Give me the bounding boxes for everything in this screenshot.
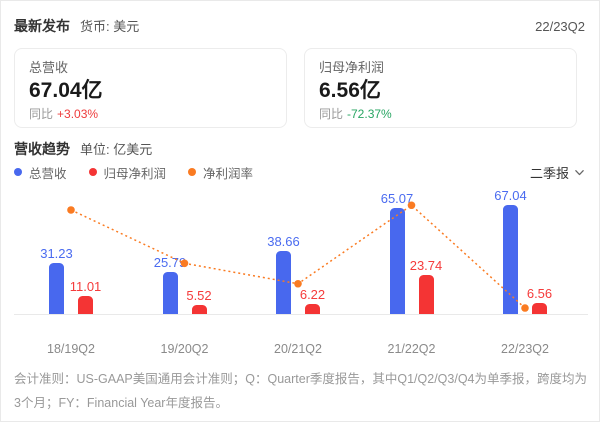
- net-margin-point[interactable]: [294, 279, 302, 288]
- legend-dot-blue: [14, 168, 22, 176]
- topbar-left: 最新发布 货币: 美元: [14, 16, 139, 36]
- chart-legend: 总营收 归母净利润 净利润率 二季报: [14, 163, 585, 181]
- topbar: 最新发布 货币: 美元 22/23Q2: [14, 15, 585, 37]
- revenue-bar[interactable]: [389, 207, 405, 314]
- net-profit-card: 归母净利润 6.56亿 同比 -72.37%: [304, 48, 577, 128]
- net-margin-point[interactable]: [67, 206, 75, 214]
- legend-dot-orange: [188, 168, 197, 176]
- bar-value-label: 6.22: [299, 286, 326, 302]
- bar-value-label: 38.66: [267, 233, 300, 249]
- x-axis-label: 21/22Q2: [387, 342, 436, 356]
- x-axis-label: 19/20Q2: [160, 342, 209, 356]
- legend-item-revenue[interactable]: 总营收: [14, 163, 67, 182]
- chart-section-title: 营收趋势: [14, 141, 70, 157]
- x-axis-label: 18/19Q2: [47, 342, 95, 356]
- net-margin-line: [67, 201, 529, 312]
- card-yoy: 同比 +3.03%: [29, 106, 272, 123]
- accounting-standards-footnote: 会计准则：US-GAAP美国通用会计准则；Q：Quarter季度报告，其中Q1/…: [14, 372, 587, 410]
- period-dropdown-value: 二季报: [529, 165, 569, 181]
- card-value: 6.56亿: [319, 79, 381, 102]
- legend-label: 总营收: [29, 166, 67, 181]
- legend-dot-red: [88, 168, 97, 176]
- total-revenue-card: 总营收 67.04亿 同比 +3.03%: [14, 48, 287, 128]
- bar-value-label: 31.23: [40, 246, 73, 261]
- period-dropdown[interactable]: 二季报: [530, 163, 585, 182]
- card-title: 总营收: [29, 60, 69, 75]
- legend-item-net-profit[interactable]: 归母净利润: [88, 163, 167, 182]
- profit-bar[interactable]: [78, 296, 93, 314]
- chevron-down-icon: [575, 169, 584, 175]
- revenue-bar[interactable]: [162, 271, 178, 314]
- card-title: 归母净利润: [319, 60, 385, 75]
- legend-label: 净利润率: [203, 166, 254, 181]
- chart-section-header: 营收趋势 单位: 亿美元: [14, 139, 152, 159]
- legend-item-net-margin[interactable]: 净利润率: [188, 163, 253, 182]
- report-period-label: 22/23Q2: [535, 18, 585, 34]
- profit-bar[interactable]: [532, 303, 547, 314]
- card-yoy: 同比 -72.37%: [319, 106, 562, 123]
- x-axis-label: 22/23Q2: [501, 342, 549, 356]
- bar-value-label: 65.07: [380, 190, 414, 206]
- revenue-trend-chart: 31.23 11.01 18/19Q2 25.79 5.52 19/20Q2 38.66 6.…: [1, 183, 600, 361]
- yoy-value: +3.03%: [57, 107, 99, 121]
- bar-value-label: 11.01: [69, 279, 102, 295]
- net-margin-point[interactable]: [407, 201, 416, 210]
- yoy-label: 同比: [29, 107, 54, 121]
- x-axis-line: [14, 314, 588, 315]
- latest-release-label: 最新发布: [14, 18, 70, 34]
- bar-value-label: 5.52: [186, 287, 212, 303]
- net-margin-point[interactable]: [521, 304, 529, 312]
- profit-bar[interactable]: [418, 275, 434, 314]
- bar-value-label: 23.74: [409, 258, 443, 274]
- legend-label: 归母净利润: [103, 166, 167, 181]
- profit-bar[interactable]: [305, 303, 320, 314]
- bar-value-label: 6.56: [526, 286, 553, 302]
- yoy-value: -72.37%: [347, 107, 392, 121]
- profit-bar[interactable]: [191, 304, 207, 314]
- bar-value-label: 25.79: [153, 254, 187, 270]
- revenue-bar[interactable]: [49, 263, 64, 314]
- currency-label: 货币: 美元: [80, 19, 140, 34]
- revenue-bar[interactable]: [503, 204, 518, 314]
- net-margin-point[interactable]: [180, 259, 189, 268]
- bar-value-label: 67.04: [494, 187, 527, 203]
- x-axis-label: 20/21Q2: [274, 342, 322, 356]
- yoy-label: 同比: [319, 107, 344, 121]
- chart-unit-label: 单位: 亿美元: [80, 142, 153, 157]
- revenue-bar[interactable]: [276, 250, 291, 314]
- card-value: 67.04亿: [29, 79, 103, 102]
